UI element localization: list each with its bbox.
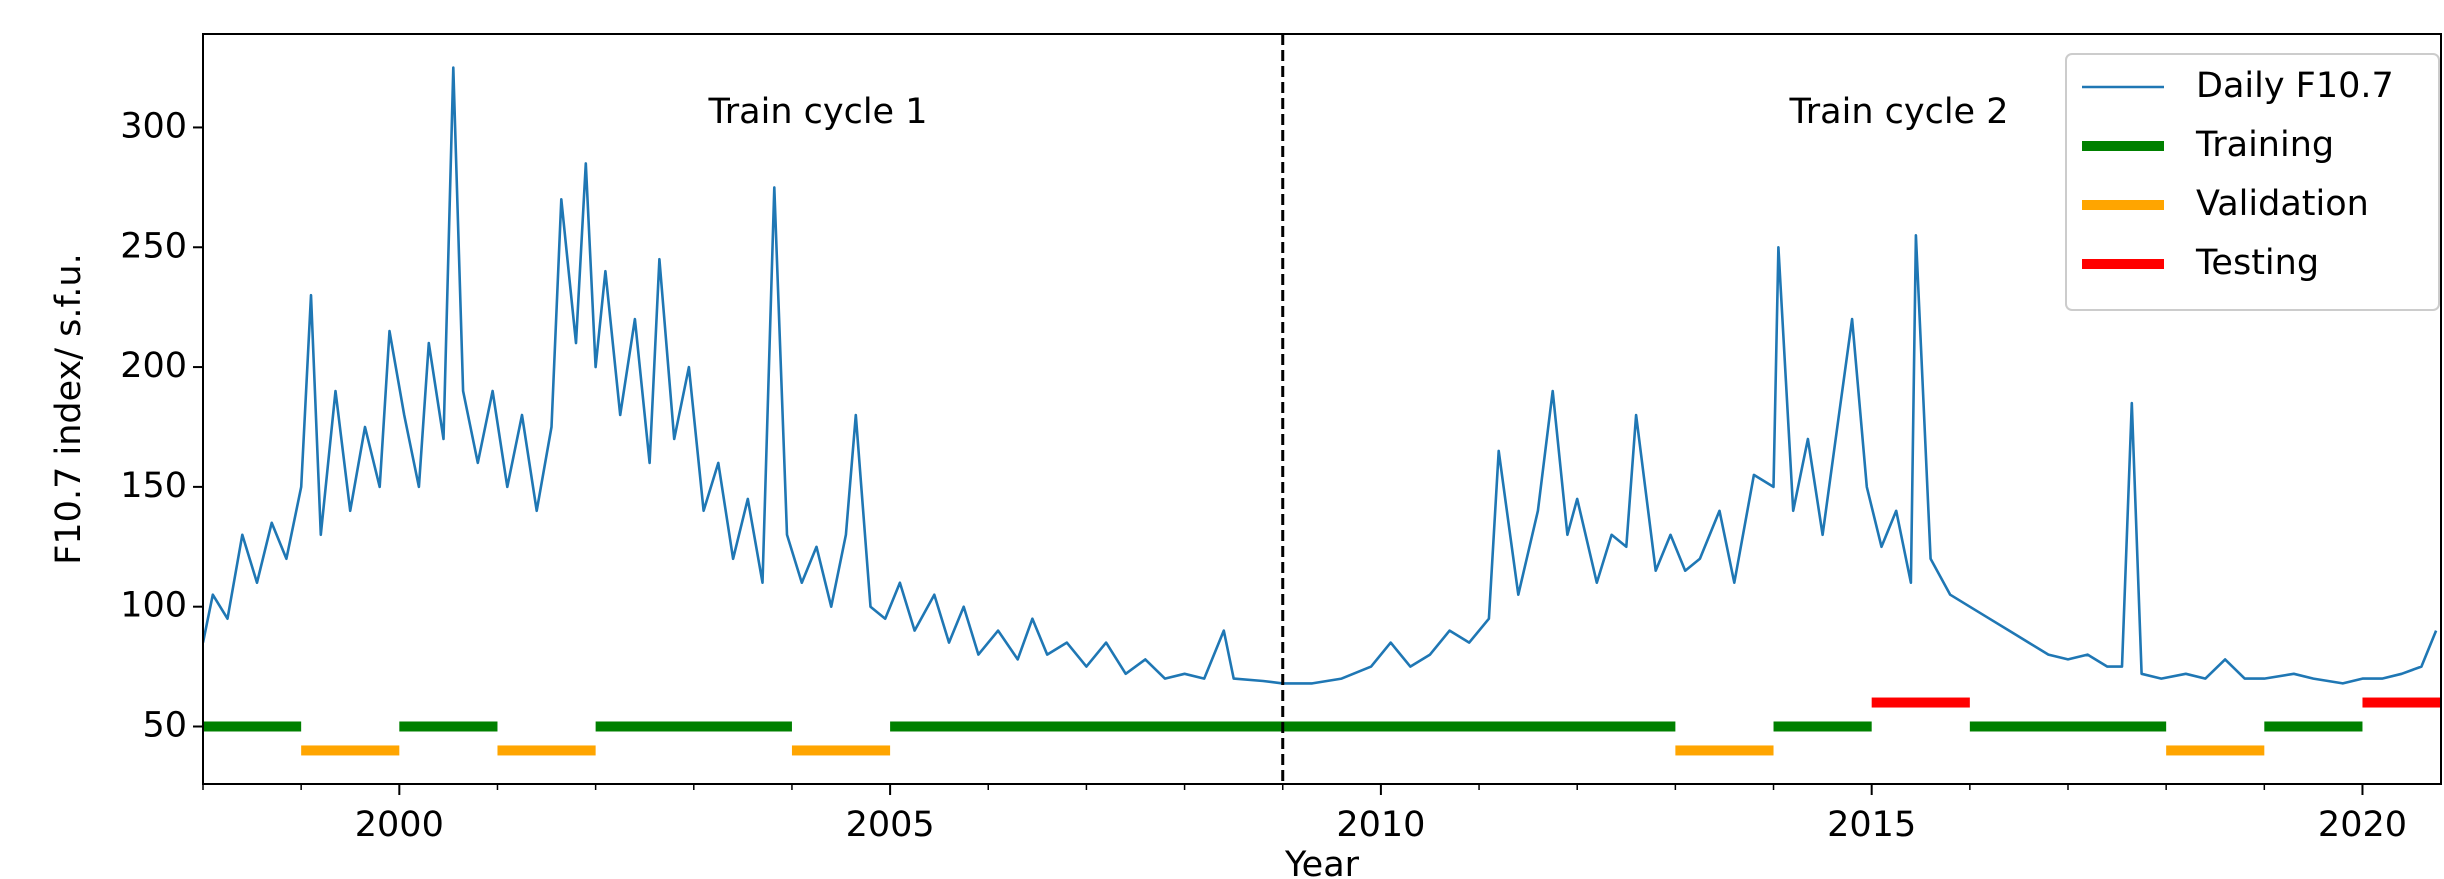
- period-segment: [1773, 721, 1872, 732]
- annotation: Train cycle 1: [708, 92, 928, 132]
- period-segment: [2264, 721, 2363, 732]
- y-tick-label: 50: [142, 705, 187, 745]
- period-segment: [2362, 697, 2441, 708]
- x-tick-label: 2015: [1827, 805, 1916, 845]
- data-line: [203, 66, 2438, 685]
- x-axis-label: Year: [1284, 845, 1360, 879]
- y-tick-label: 250: [120, 226, 187, 266]
- x-tick-label: 2000: [355, 805, 444, 845]
- period-segment: [791, 745, 891, 756]
- y-tick-label: 150: [120, 466, 187, 506]
- period-segment: [595, 721, 792, 732]
- annotation: Train cycle 2: [1789, 92, 2009, 132]
- plot-frame: [202, 33, 2442, 785]
- period-segment: [1675, 745, 1774, 756]
- legend-label: Daily F10.7: [2196, 66, 2394, 106]
- plot-area: [203, 34, 2441, 784]
- period-segment: [1969, 721, 2167, 732]
- period-segment: [203, 721, 302, 732]
- period-segment: [399, 721, 498, 732]
- period-segment: [497, 745, 596, 756]
- period-segment: [1871, 697, 1970, 708]
- y-tick-label: 200: [120, 346, 187, 386]
- period-segment: [2166, 745, 2265, 756]
- y-tick-label: 300: [120, 106, 187, 146]
- y-tick-label: 100: [120, 586, 187, 626]
- y-axis-label: F10.7 index/ s.f.u.: [49, 253, 89, 564]
- period-segment: [301, 745, 400, 756]
- legend-label: Testing: [2195, 243, 2319, 283]
- legend-label: Training: [2195, 125, 2334, 165]
- legend: Daily F10.7 Training Validation Testing: [2065, 53, 2440, 311]
- legend-box: [2065, 53, 2440, 311]
- x-tick-label: 2010: [1336, 805, 1425, 845]
- x-tick-label: 2020: [2318, 805, 2407, 845]
- x-tick-label: 2005: [846, 805, 935, 845]
- legend-label: Validation: [2196, 184, 2369, 224]
